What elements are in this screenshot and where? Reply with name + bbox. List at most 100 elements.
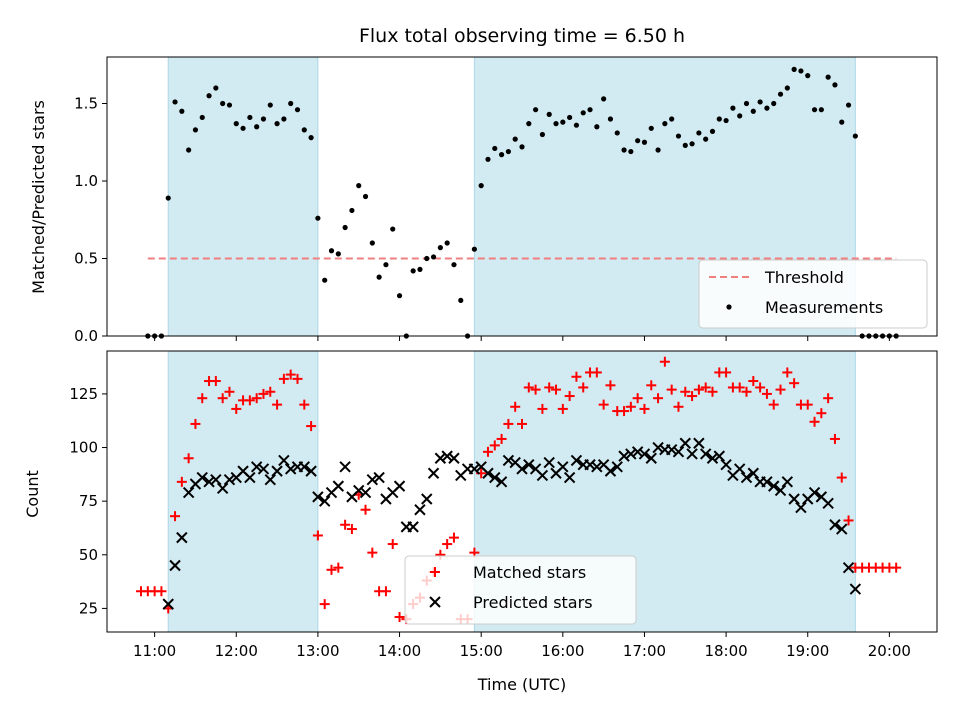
- matched-star-point: [666, 384, 677, 395]
- matched-star-point: [517, 418, 527, 429]
- matched-star-point: [299, 399, 310, 410]
- measurement-point: [281, 116, 287, 122]
- measurement-point: [254, 124, 260, 130]
- predicted-star-point: [244, 471, 256, 484]
- measurement-point: [260, 116, 267, 122]
- matched-star-point: [265, 386, 276, 397]
- bottom-y-axis-label: Count: [23, 470, 42, 518]
- x-tick-label: 20:00: [868, 642, 911, 660]
- predicted-star-point: [631, 446, 644, 458]
- matched-star-point: [632, 393, 643, 404]
- predicted-star-point: [407, 521, 419, 533]
- matched-star-point: [489, 440, 500, 451]
- measurement-point: [641, 139, 648, 145]
- measurement-point: [328, 248, 335, 254]
- predicted-star-point: [298, 461, 311, 473]
- legend-measurements-label: Measurements: [765, 298, 883, 317]
- matched-star-point: [782, 367, 793, 378]
- predicted-star-point: [625, 448, 637, 460]
- matched-star-point: [721, 367, 732, 378]
- predicted-star-point: [713, 450, 726, 462]
- predicted-star-point: [781, 476, 794, 488]
- predicted-star-point: [638, 448, 651, 460]
- matched-star-point: [496, 433, 507, 444]
- predicted-star-point: [216, 482, 229, 494]
- predicted-star-point: [366, 473, 379, 486]
- predicted-star-point: [774, 484, 787, 497]
- measurement-point: [852, 133, 858, 139]
- predicted-star-point: [196, 471, 208, 484]
- measurement-point: [703, 136, 709, 142]
- matched-star-point: [183, 453, 194, 464]
- predicted-star-point: [176, 531, 188, 544]
- measurement-point: [179, 108, 185, 114]
- predicted-star-point: [278, 454, 290, 467]
- measurement-point: [206, 93, 212, 99]
- matched-star-point: [809, 416, 820, 427]
- predicted-star-point: [359, 486, 372, 499]
- matched-star-point: [564, 391, 575, 402]
- measurement-point: [560, 119, 566, 125]
- measurement-point: [635, 138, 641, 144]
- measurement-point: [546, 111, 552, 117]
- matched-star-point: [836, 472, 847, 483]
- matched-star-point: [598, 399, 609, 410]
- measurement-point: [655, 147, 661, 153]
- bottom-shaded-regions: [167, 350, 856, 633]
- bottom-y-ticks: 25 50 75 100 125: [69, 385, 107, 617]
- predicted-star-point: [618, 450, 630, 462]
- measurement-point: [682, 142, 688, 148]
- measurement-point: [573, 122, 580, 128]
- measurement-point: [226, 102, 233, 108]
- measurement-point: [294, 107, 301, 113]
- legend-matched-swatch: [430, 567, 440, 577]
- matched-star-point: [244, 395, 255, 406]
- matched-star-point: [523, 382, 534, 393]
- measurement-point: [492, 145, 498, 152]
- predicted-star-point: [808, 486, 821, 499]
- predicted-star-point: [557, 461, 569, 473]
- predicted-star-point: [332, 480, 345, 492]
- x-tick-label: 16:00: [541, 642, 584, 660]
- measurement-point: [648, 125, 654, 131]
- chart-title: Flux total observing time = 6.50 h: [359, 25, 685, 47]
- predicted-star-point: [563, 471, 576, 484]
- measurement-point: [498, 152, 505, 158]
- measurement-point: [689, 141, 695, 147]
- predicted-star-point: [264, 473, 276, 486]
- predicted-star-point: [652, 441, 664, 454]
- measurement-point: [614, 130, 620, 136]
- matched-star-point: [687, 391, 698, 402]
- predicted-star-point: [162, 598, 174, 610]
- top-y-ticks: 0.0 0.5 1.0 1.5: [74, 95, 107, 345]
- measurement-point: [716, 116, 722, 122]
- measurement-point: [485, 156, 491, 162]
- measurement-point: [587, 107, 593, 113]
- matched-star-point: [653, 393, 664, 404]
- matched-star-point: [802, 399, 813, 410]
- predicted-star-point: [672, 446, 685, 458]
- predicted-star-point: [604, 465, 617, 477]
- measurement-point: [526, 121, 532, 127]
- measurement-point: [845, 102, 852, 108]
- measurement-point: [424, 255, 430, 262]
- matched-star-point: [748, 376, 759, 387]
- measurement-point: [757, 99, 763, 105]
- predicted-star-point: [305, 465, 317, 477]
- predicted-star-point: [414, 504, 426, 516]
- legend-matched-label: Matched stars: [473, 563, 586, 582]
- x-tick-label: 17:00: [623, 642, 666, 660]
- y-tick-label: 100: [69, 439, 98, 457]
- matched-star-point: [231, 403, 242, 414]
- measurement-point: [267, 102, 273, 108]
- measurement-point: [369, 240, 375, 246]
- measurement-point: [444, 240, 450, 246]
- predicted-star-point: [516, 463, 528, 475]
- measurement-point: [342, 224, 348, 231]
- predicted-star-point: [822, 497, 834, 510]
- top-panel: 0.0 0.5 1.0 1.5 Matched/Predicted stars Thr…: [29, 56, 938, 345]
- predicted-star-point: [611, 461, 623, 473]
- predicted-star-point: [761, 476, 773, 488]
- matched-star-point: [170, 511, 181, 522]
- measurement-point: [478, 183, 484, 189]
